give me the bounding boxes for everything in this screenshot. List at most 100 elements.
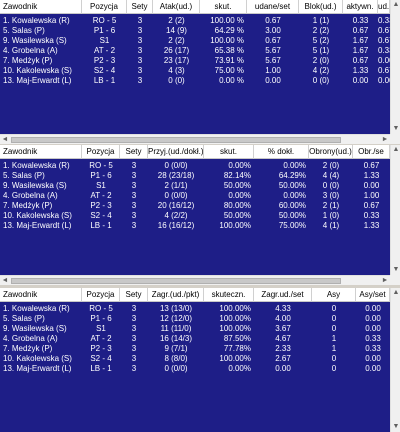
cell-zagr-ud-set: 4.67 <box>275 334 291 343</box>
scroll-up-icon[interactable]: ▲ <box>392 289 400 296</box>
scroll-down-icon[interactable]: ▼ <box>392 266 400 273</box>
scroll-down-icon[interactable]: ▼ <box>392 423 400 430</box>
column-header-aktywn[interactable]: aktywn. <box>343 0 378 14</box>
table-row[interactable]: 5. Salas (P) P1 - 6 3 14 (9) 64.29 % 3.00 2 (2… <box>0 26 390 36</box>
cell-zagr-ud-set: 4.33 <box>275 304 291 313</box>
column-header-sety[interactable]: Sety <box>120 288 148 302</box>
column-header-przyj-ud-dok[interactable]: Przyj.(ud./dokł.) <box>148 145 204 159</box>
cell-pozycja: S1 <box>96 181 106 190</box>
vertical-scrollbar[interactable]: ▲ ▼ <box>390 145 400 275</box>
cell-skut: 80.00% <box>223 201 251 210</box>
cell-atak-ud: 2 (2) <box>168 36 185 45</box>
stats-grid[interactable]: Zawodnik Pozycja Sety Zagr.(ud./pkt) skutecz… <box>0 288 390 432</box>
table-row[interactable]: 7. Medżyk (P) P2 - 3 3 9 (7/1) 77.78% 2.33 1 0.… <box>0 344 390 354</box>
column-header-udane-set[interactable]: udane/set <box>247 0 299 14</box>
column-header-zawodnik[interactable]: Zawodnik <box>0 288 82 302</box>
stats-grid[interactable]: Zawodnik Pozycja Sety Przyj.(ud./dokł.) skut… <box>0 145 390 275</box>
cell-zawodnik: 5. Salas (P) <box>3 171 45 180</box>
column-header-zagr-ud-pkt[interactable]: Zagr.(ud./pkt) <box>148 288 204 302</box>
cell-obr-se: 0.33 <box>363 211 380 220</box>
column-header-asy-set[interactable]: Asy/set <box>356 288 390 302</box>
table-row[interactable]: 13. Maj-Erwardt (L) LB - 1 3 0 (0) 0.00 % 0.0… <box>0 76 390 86</box>
scroll-thumb[interactable] <box>11 278 341 284</box>
cell-skut: 0.00 % <box>219 76 244 85</box>
column-header-pozycja[interactable]: Pozycja <box>82 145 120 159</box>
cell-skut: 0.00% <box>228 161 251 170</box>
table-row[interactable]: 9. Wasilewska (S) S1 3 2 (1/1) 50.00% 50.00% 0… <box>0 181 390 191</box>
table-row[interactable]: 7. Medżyk (P) P2 - 3 3 20 (16/12) 80.00% 60.0… <box>0 201 390 211</box>
cell-sety: 3 <box>131 344 137 353</box>
scroll-right-icon[interactable]: ► <box>381 136 389 143</box>
column-header-atak-ud[interactable]: Atak(ud.) <box>153 0 200 14</box>
column-header-ud-se[interactable]: ud./se <box>378 0 390 14</box>
stats-grid[interactable]: Zawodnik Pozycja Sety Atak(ud.) skut. udane/s… <box>0 0 390 134</box>
cell-przyj-ud-dok: 16 (16/12) <box>157 221 195 230</box>
table-row[interactable]: 13. Maj-Erwardt (L) LB - 1 3 16 (16/12) 100.… <box>0 221 390 231</box>
table-row[interactable]: 10. Kakolewska (S) S2 - 4 3 8 (8/0) 100.00% 2… <box>0 354 390 364</box>
stats-panel-1: Zawodnik Pozycja Sety Atak(ud.) skut. udane/s… <box>0 0 400 144</box>
cell-asy: 0 <box>331 364 337 373</box>
cell-sety: 3 <box>137 16 143 25</box>
column-header-zawodnik[interactable]: Zawodnik <box>0 145 82 159</box>
scroll-left-icon[interactable]: ◄ <box>1 277 9 284</box>
cell-asy-set: 0.33 <box>365 334 381 343</box>
table-row[interactable]: 4. Grobelna (A) AT - 2 3 16 (14/3) 87.50% 4.6… <box>0 334 390 344</box>
column-header-skut[interactable]: skut. <box>204 145 254 159</box>
column-header-dok[interactable]: % dokł. <box>254 145 309 159</box>
cell-sety: 3 <box>131 191 137 200</box>
column-header-zawodnik[interactable]: Zawodnik <box>0 0 82 14</box>
table-row[interactable]: 10. Kakolewska (S) S2 - 4 3 4 (3) 75.00 % 1.0… <box>0 66 390 76</box>
grid-header: Zawodnik Pozycja Sety Atak(ud.) skut. udane/s… <box>0 0 390 14</box>
vertical-scrollbar[interactable]: ▲ ▼ <box>390 0 400 134</box>
cell-asy: 0 <box>331 354 337 363</box>
cell-zawodnik: 9. Wasilewska (S) <box>3 36 67 45</box>
column-header-obrony-ud[interactable]: Obrony(ud.) <box>309 145 353 159</box>
scroll-down-icon[interactable]: ▼ <box>392 125 400 132</box>
table-row[interactable]: 10. Kakolewska (S) S2 - 4 3 4 (2/2) 50.00% 50… <box>0 211 390 221</box>
cell-asy: 1 <box>331 334 337 343</box>
table-row[interactable]: 4. Grobelna (A) AT - 2 3 0 (0/0) 0.00% 0.00% 3… <box>0 191 390 201</box>
table-row[interactable]: 5. Salas (P) P1 - 6 3 28 (23/18) 82.14% 64.29… <box>0 171 390 181</box>
table-row[interactable]: 9. Wasilewska (S) S1 3 2 (2) 100.00 % 0.67 5 (… <box>0 36 390 46</box>
column-header-asy[interactable]: Asy <box>312 288 356 302</box>
column-header-sety[interactable]: Sety <box>127 0 153 14</box>
column-header-pozycja[interactable]: Pozycja <box>82 0 127 14</box>
cell-przyj-ud-dok: 0 (0/0) <box>164 161 188 170</box>
table-row[interactable]: 4. Grobelna (A) AT - 2 3 26 (17) 65.38 % 5.67… <box>0 46 390 56</box>
cell-aktywn: 1.67 <box>352 36 369 45</box>
column-header-obr-se[interactable]: Obr./se <box>353 145 390 159</box>
table-row[interactable]: 13. Maj-Erwardt (L) LB - 1 3 0 (0/0) 0.00% 0.… <box>0 364 390 374</box>
cell-sety: 3 <box>131 201 137 210</box>
column-header-zagr-ud-set[interactable]: Zagr.ud./set <box>254 288 312 302</box>
cell-pozycja: P1 - 6 <box>93 26 116 35</box>
horizontal-scrollbar[interactable]: ◄ ► <box>0 275 390 285</box>
scroll-thumb[interactable] <box>11 137 341 143</box>
cell-skut: 73.91 % <box>214 56 244 65</box>
column-header-skut[interactable]: skut. <box>200 0 247 14</box>
column-header-blok-ud[interactable]: Blok(ud.) <box>299 0 343 14</box>
table-row[interactable]: 7. Medżyk (P) P2 - 3 3 23 (17) 73.91 % 5.67 2 … <box>0 56 390 66</box>
cell-obr-se: 0.67 <box>363 201 380 210</box>
table-row[interactable]: 1. Kowalewska (R) RO - 5 3 2 (2) 100.00 % 0.6… <box>0 16 390 26</box>
cell-pozycja: P2 - 3 <box>93 56 116 65</box>
scrollbar-corner <box>390 134 400 144</box>
cell-zawodnik: 13. Maj-Erwardt (L) <box>3 221 72 230</box>
cell-skuteczn: 100.00% <box>219 314 251 323</box>
scroll-right-icon[interactable]: ► <box>381 277 389 284</box>
column-header-sety[interactable]: Sety <box>120 145 148 159</box>
scroll-up-icon[interactable]: ▲ <box>392 1 400 8</box>
horizontal-scrollbar[interactable]: ◄ ► <box>0 134 390 144</box>
column-header-skuteczn[interactable]: skuteczn. <box>204 288 254 302</box>
column-header-pozycja[interactable]: Pozycja <box>82 288 120 302</box>
table-row[interactable]: 9. Wasilewska (S) S1 3 11 (11/0) 100.00% 3.67… <box>0 324 390 334</box>
vertical-scrollbar[interactable]: ▲ ▼ <box>390 288 400 432</box>
cell-sety: 3 <box>137 26 143 35</box>
cell-ud-se: 0.00 <box>378 76 390 85</box>
cell-zawodnik: 4. Grobelna (A) <box>3 46 58 55</box>
table-row[interactable]: 5. Salas (P) P1 - 6 3 12 (12/0) 100.00% 4.00 0… <box>0 314 390 324</box>
cell-atak-ud: 23 (17) <box>163 56 190 65</box>
table-row[interactable]: 1. Kowalewska (R) RO - 5 3 13 (13/0) 100.00%… <box>0 304 390 314</box>
table-row[interactable]: 1. Kowalewska (R) RO - 5 3 0 (0/0) 0.00% 0.00… <box>0 161 390 171</box>
scroll-left-icon[interactable]: ◄ <box>1 136 9 143</box>
scroll-up-icon[interactable]: ▲ <box>392 146 400 153</box>
